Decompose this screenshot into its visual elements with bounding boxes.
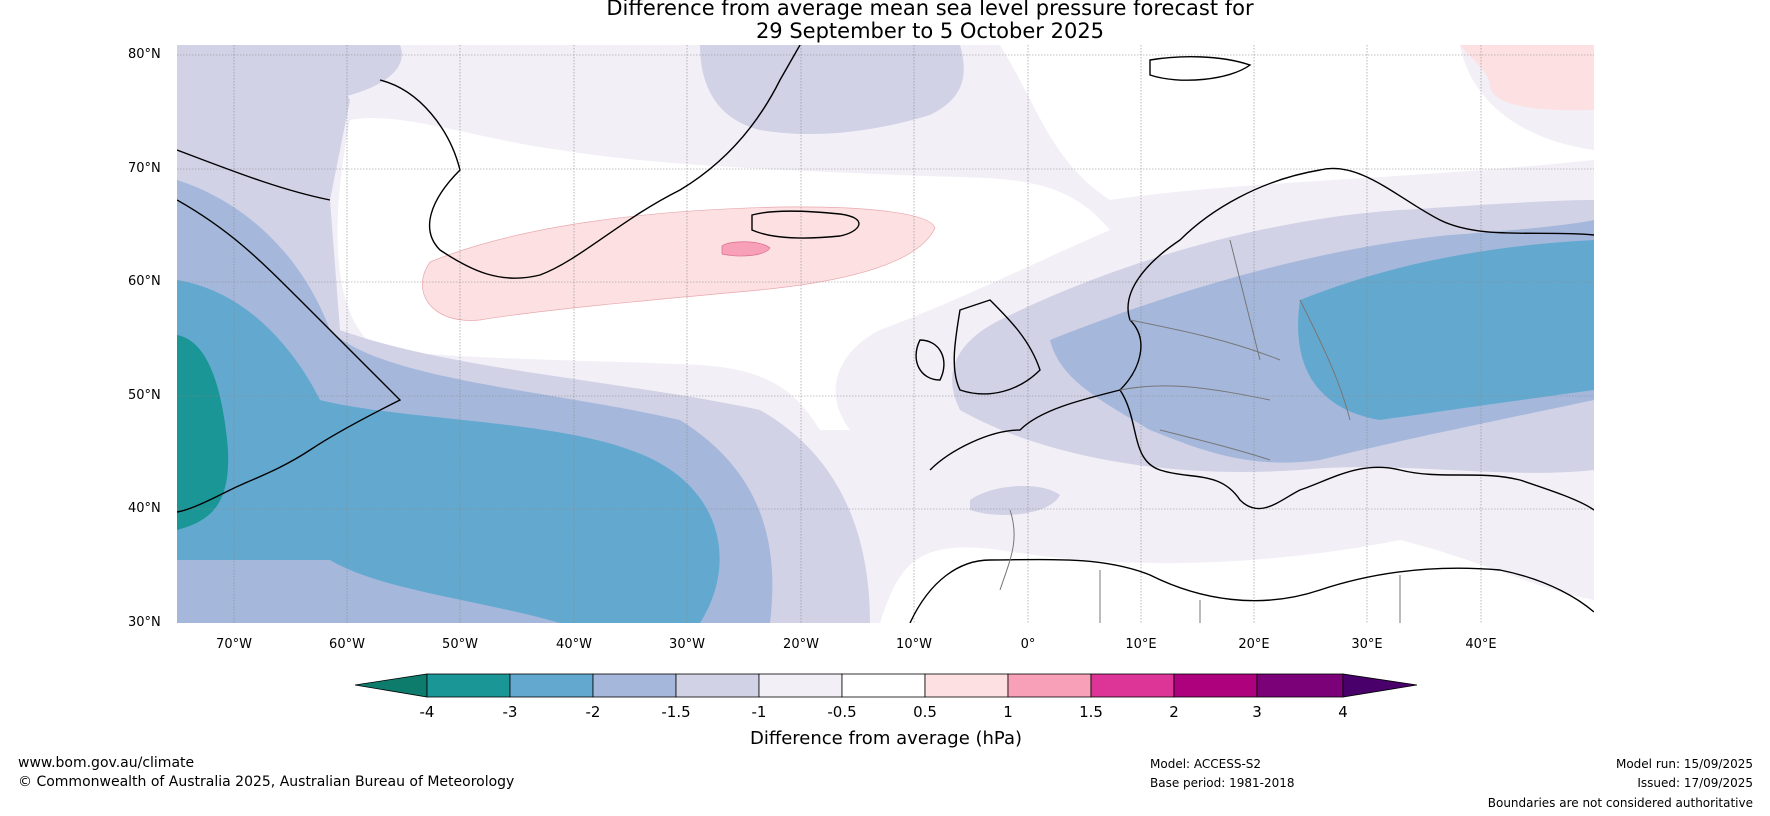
negative-anomaly-north	[700, 45, 964, 135]
north-africa-coast	[909, 558, 1594, 623]
lat-label-80n: 80°N	[128, 47, 161, 62]
negative-anomaly-iberia	[970, 485, 1060, 515]
colorbar	[354, 673, 1418, 698]
colorbar-tick: 1.5	[1079, 703, 1103, 721]
lat-label-70n: 70°N	[128, 161, 161, 176]
title-line-2: 29 September to 5 October 2025	[755, 19, 1105, 43]
strong-positive-anomaly-region	[721, 241, 771, 257]
lon-label-20w: 20°W	[783, 637, 819, 652]
colorbar-extend-low	[354, 673, 428, 698]
canada-coast	[177, 149, 402, 513]
lon-label-40w: 40°W	[556, 637, 592, 652]
lon-label-30e: 30°E	[1351, 637, 1383, 652]
colorbar-title: Difference from average (hPa)	[749, 728, 1023, 749]
white-north-atlantic-region	[1000, 45, 1594, 200]
colorbar-tick: -4	[419, 703, 435, 721]
lat-label-60n: 60°N	[128, 274, 161, 289]
white-mediterranean-region	[880, 540, 1594, 623]
lat-label-50n: 50°N	[128, 388, 161, 403]
positive-anomaly-region-northeast	[1460, 45, 1594, 111]
map-title: Difference from average mean sea level p…	[0, 0, 1770, 43]
website-link[interactable]: www.bom.gov.au/climate	[18, 755, 195, 771]
lon-label-30w: 30°W	[669, 637, 705, 652]
colorbar-tick: 3	[1252, 703, 1262, 721]
colorbar-tick: 2	[1169, 703, 1179, 721]
negative-anomaly-far-north-west	[177, 45, 402, 105]
coastlines	[177, 45, 1594, 623]
colorbar-extend-high	[1342, 673, 1418, 698]
lat-label-40n: 40°N	[128, 501, 161, 516]
colorbar-tick: -3	[502, 703, 518, 721]
colorbar-tick: 0.5	[913, 703, 937, 721]
lon-label-70w: 70°W	[216, 637, 252, 652]
positive-anomaly-region	[421, 206, 936, 321]
lat-label-30n: 30°N	[128, 615, 161, 630]
model-text: Model: ACCESS-S2	[1150, 757, 1262, 771]
negative-anomaly-europe-2	[1298, 240, 1594, 420]
iceland-coast	[751, 210, 860, 239]
map-area	[177, 45, 1594, 623]
british-isles-coast	[915, 299, 1041, 395]
colorbar-tick: -0.5	[827, 703, 857, 721]
colorbar-tick: 4	[1338, 703, 1348, 721]
lon-label-40e: 40°E	[1465, 637, 1497, 652]
country-borders	[999, 239, 1401, 623]
lon-label-10e: 10°E	[1125, 637, 1157, 652]
negative-anomaly-west-2	[177, 280, 720, 623]
title-line-1: Difference from average mean sea level p…	[606, 0, 1254, 20]
lon-label-60w: 60°W	[329, 637, 365, 652]
model-run-text: Model run: 15/09/2025	[1615, 757, 1753, 771]
lon-label-20e: 20°E	[1238, 637, 1270, 652]
lon-label-0: 0°	[1020, 637, 1036, 652]
lon-label-50w: 50°W	[442, 637, 478, 652]
base-period-text: Base period: 1981-2018	[1150, 776, 1295, 790]
copyright-text: © Commonwealth of Australia 2025, Austra…	[18, 774, 515, 790]
lon-label-10w: 10°W	[896, 637, 932, 652]
colorbar-tick: -2	[585, 703, 601, 721]
greenland-coast	[379, 45, 801, 279]
europe-coast	[929, 167, 1594, 511]
colorbar-tick: 1	[1003, 703, 1013, 721]
svalbard-coast	[1149, 56, 1252, 81]
disclaimer-text: Boundaries are not considered authoritat…	[1487, 796, 1753, 810]
colorbar-tick: -1	[751, 703, 767, 721]
negative-anomaly-west-3	[177, 335, 229, 530]
issued-text: Issued: 17/09/2025	[1637, 776, 1753, 790]
colorbar-tick: -1.5	[661, 703, 691, 721]
